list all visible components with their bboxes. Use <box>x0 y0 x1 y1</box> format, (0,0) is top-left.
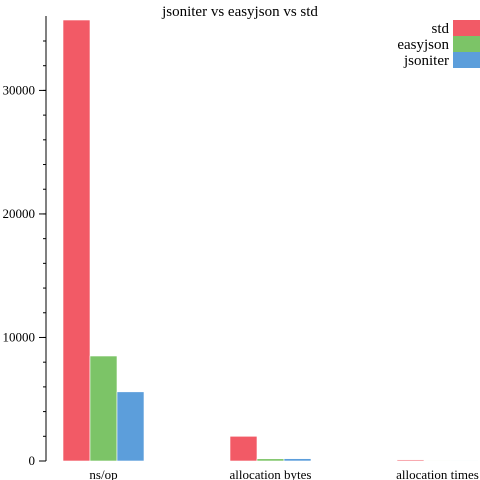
legend-swatch-std <box>453 20 480 36</box>
category-labels: ns/op allocation bytes allocation times <box>89 467 478 480</box>
legend-swatch-jsoniter <box>453 52 480 68</box>
y-tick-label: 20000 <box>3 206 36 221</box>
axes: 0 10000 20000 30000 <box>3 16 47 468</box>
y-tick-label: 0 <box>29 453 36 468</box>
x-category-label: allocation bytes <box>230 467 312 480</box>
bar-std-0 <box>62 19 91 462</box>
bar-std-2 <box>396 459 425 462</box>
bar-jsoniter-1 <box>283 458 312 462</box>
bar-std-1 <box>229 435 258 462</box>
y-tick-label: 10000 <box>3 329 36 344</box>
bar-easyjson-0 <box>89 355 118 462</box>
bars <box>62 19 479 462</box>
legend-swatch-easyjson <box>453 36 480 52</box>
legend-label-jsoniter: jsoniter <box>403 53 449 69</box>
y-tick-label: 30000 <box>3 82 36 97</box>
chart-title: jsoniter vs easyjson vs std <box>161 4 318 20</box>
bar-easyjson-1 <box>256 458 285 462</box>
x-category-label: allocation times <box>396 467 479 480</box>
bar-jsoniter-0 <box>116 391 145 462</box>
legend-label-std: std <box>431 21 449 37</box>
x-category-label: ns/op <box>89 467 117 480</box>
legend-label-easyjson: easyjson <box>397 37 449 53</box>
